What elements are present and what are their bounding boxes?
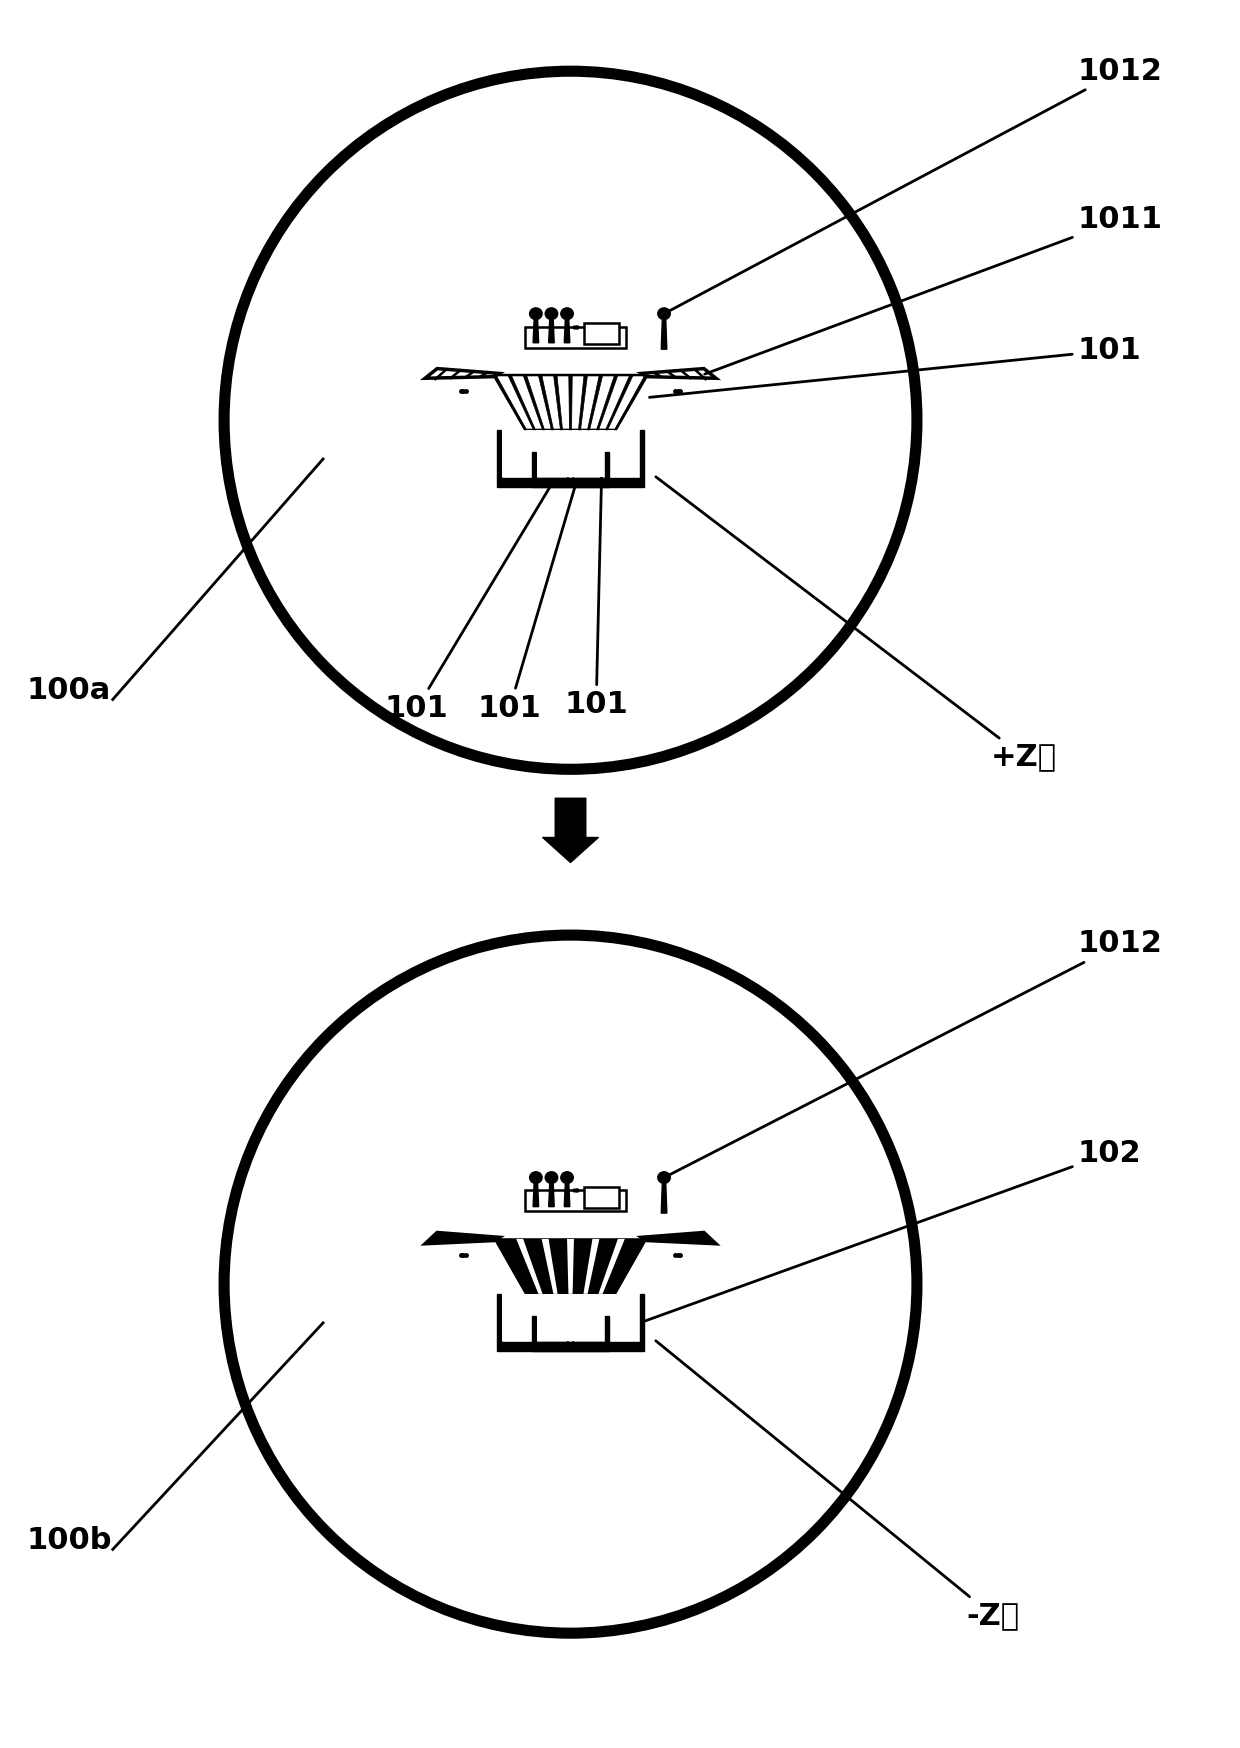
Polygon shape [495,376,647,430]
Ellipse shape [560,308,573,320]
Polygon shape [532,453,609,488]
FancyBboxPatch shape [526,1190,626,1211]
Polygon shape [599,1239,625,1294]
Ellipse shape [546,1171,558,1183]
Polygon shape [615,376,649,430]
Polygon shape [425,1232,500,1245]
Text: 101: 101 [477,481,577,722]
Text: 1011: 1011 [704,205,1163,374]
Polygon shape [495,1239,647,1294]
Text: 102: 102 [642,1138,1141,1321]
Text: 101: 101 [564,475,629,718]
Ellipse shape [560,1171,573,1183]
Text: 100a: 100a [26,676,110,704]
FancyBboxPatch shape [584,1187,619,1208]
Text: 1012: 1012 [667,930,1163,1176]
Polygon shape [497,430,644,488]
Polygon shape [502,430,639,477]
Polygon shape [537,1316,604,1341]
Polygon shape [588,376,603,430]
Polygon shape [497,1294,644,1351]
Polygon shape [502,1294,639,1341]
Text: 100b: 100b [26,1526,112,1556]
Polygon shape [661,1183,667,1213]
Polygon shape [537,453,604,477]
Polygon shape [553,376,563,430]
Polygon shape [641,369,715,378]
Polygon shape [492,376,527,430]
Polygon shape [538,376,553,430]
Polygon shape [567,1239,574,1294]
FancyBboxPatch shape [584,323,619,344]
Polygon shape [584,1239,599,1294]
Polygon shape [569,376,572,430]
Polygon shape [425,369,500,378]
Polygon shape [579,376,588,430]
Ellipse shape [657,1171,671,1183]
Text: 101: 101 [384,484,552,722]
Polygon shape [605,376,634,430]
Polygon shape [516,1239,543,1294]
FancyBboxPatch shape [526,327,626,348]
Ellipse shape [657,308,671,320]
Polygon shape [532,1316,609,1351]
Ellipse shape [529,1171,542,1183]
Polygon shape [533,1183,538,1206]
Polygon shape [564,320,570,343]
Text: +Z面: +Z面 [656,477,1058,771]
Ellipse shape [529,308,542,320]
Text: -Z面: -Z面 [656,1341,1019,1631]
Polygon shape [641,1232,715,1245]
Polygon shape [548,320,554,343]
Polygon shape [596,376,618,430]
Ellipse shape [546,308,558,320]
Text: 1012: 1012 [666,56,1163,313]
Polygon shape [523,376,544,430]
Polygon shape [533,320,538,343]
Polygon shape [508,376,536,430]
Polygon shape [542,1239,558,1294]
Ellipse shape [224,72,916,769]
Polygon shape [661,320,667,350]
Ellipse shape [224,935,916,1633]
Polygon shape [548,1183,554,1206]
Polygon shape [564,1183,570,1206]
Text: 101: 101 [650,336,1142,397]
